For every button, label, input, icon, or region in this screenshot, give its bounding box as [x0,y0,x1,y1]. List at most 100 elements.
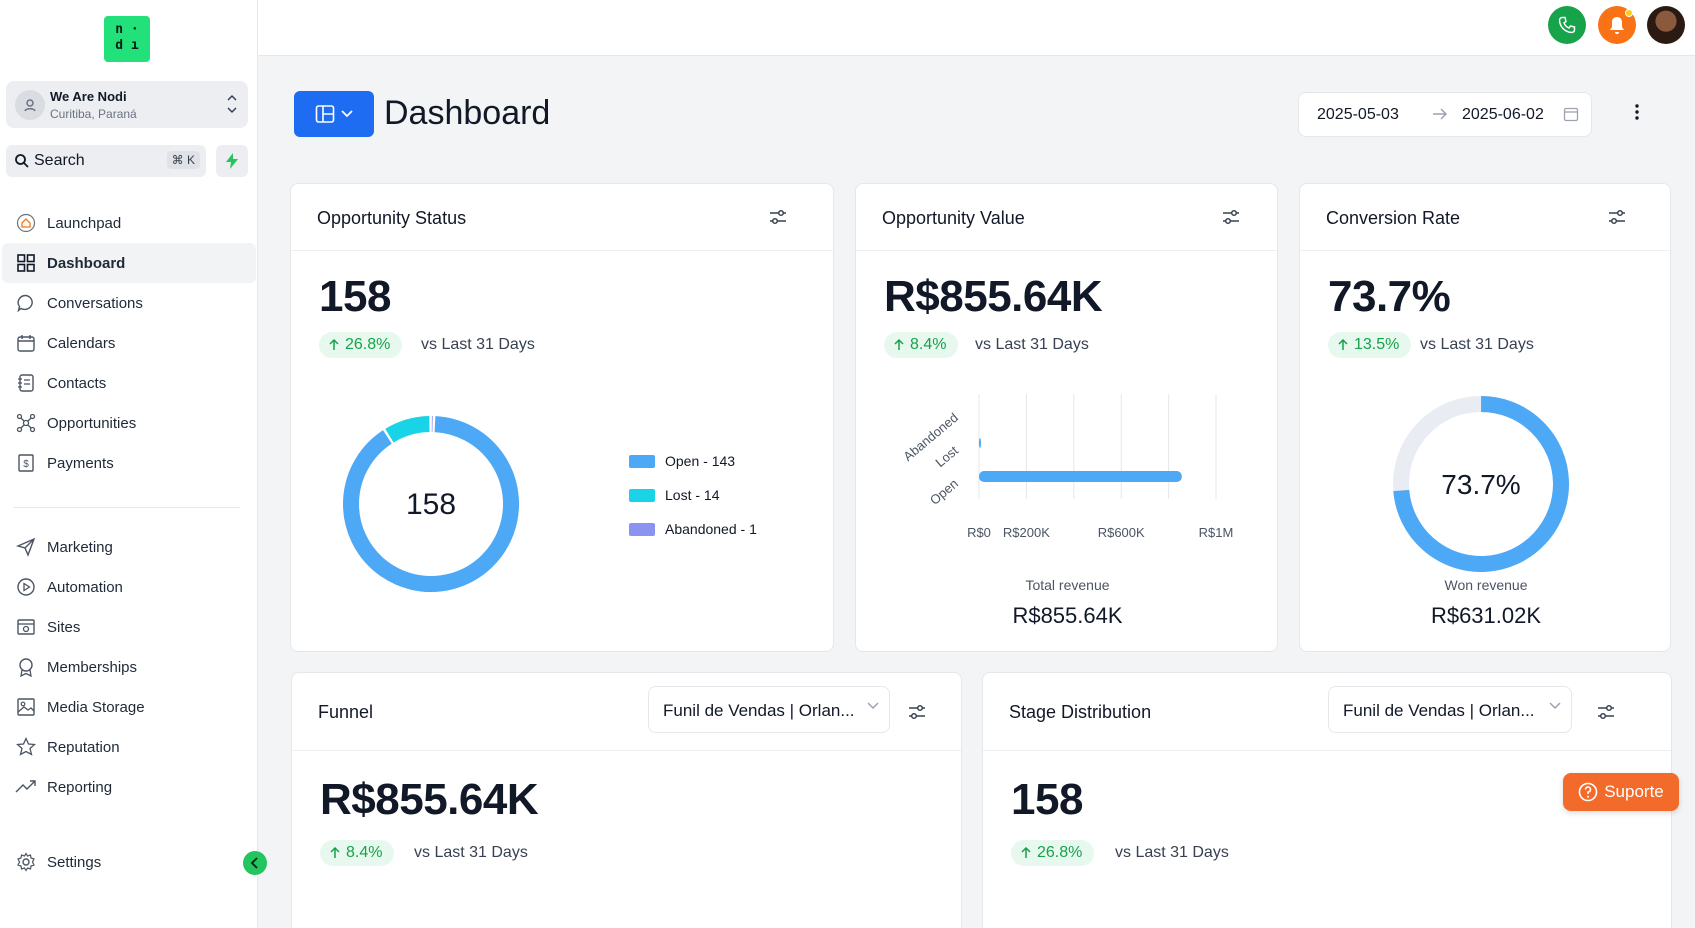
filter-settings-icon[interactable] [908,704,926,720]
filter-settings-icon[interactable] [769,209,787,225]
pipeline-dropdown[interactable]: Funil de Vendas | Orlan... [648,686,890,733]
filter-settings-icon[interactable] [1608,209,1626,225]
card-header: Funnel Funil de Vendas | Orlan... [292,673,961,751]
metric-value: 73.7% [1328,272,1451,321]
sidebar-item-label: Reputation [47,738,120,756]
sidebar-item-sites[interactable]: Sites [0,607,258,647]
arrow-up-icon [1021,847,1031,858]
user-avatar[interactable] [1647,6,1685,44]
x-tick-label: R$0 [967,525,991,539]
sidebar-item-reputation[interactable]: Reputation [0,727,258,767]
donut-slice-open[interactable] [343,416,519,592]
quick-actions-button[interactable] [216,145,248,177]
image-icon [15,696,37,718]
arrow-up-icon [330,847,340,858]
sidebar-item-reporting[interactable]: Reporting [0,767,258,807]
legend-swatch [629,488,655,502]
card-header: Conversion Rate [1300,184,1670,251]
sidebar-item-launchpad[interactable]: Launchpad [0,203,258,243]
pipeline-dropdown-value: Funil de Vendas | Orlan... [1343,701,1535,720]
sidebar-item-payments[interactable]: $ Payments [0,443,258,483]
sidebar-item-dashboard[interactable]: Dashboard [2,243,256,283]
funnel-card: Funnel Funil de Vendas | Orlan... R$855.… [291,672,962,928]
won-revenue-value: R$631.02K [1430,603,1542,628]
bell-icon [1610,17,1624,34]
trend-icon [15,776,37,798]
opportunity-status-card: Opportunity Status 158 26.8% vs Last 31 … [290,183,834,652]
sidebar-item-contacts[interactable]: Contacts [0,363,258,403]
comparison-label: vs Last 31 Days [421,336,535,353]
card-header: Opportunity Status [291,184,833,251]
more-options-icon[interactable] [1634,103,1640,121]
sidebar-item-label: Dashboard [47,254,126,272]
send-icon [15,536,37,558]
opportunity-status-donut-chart: 158 [343,416,519,592]
legend-label: Open - 143 [665,453,736,469]
opportunity-value-card: Opportunity Value R$855.64K 8.4% vs Last… [855,183,1278,652]
arrow-up-icon [894,339,904,350]
award-icon [15,656,37,678]
legend-item-lost[interactable]: Lost - 14 [629,487,719,503]
chevron-left-icon [250,857,258,869]
metric-value: 158 [319,272,391,321]
sidebar-item-label: Settings [47,853,102,871]
notification-dot [1625,9,1633,17]
pipeline-dropdown[interactable]: Funil de Vendas | Orlan... [1328,686,1572,733]
gear-icon [15,851,37,873]
bar-lost[interactable] [979,438,981,448]
chevron-down-icon [867,702,879,710]
chevron-down-icon [1549,702,1561,710]
card-title: Funnel [318,702,374,722]
won-revenue-label: Won revenue [1444,577,1528,593]
sidebar: n · d ı We Are Nodi Curitiba, Paraná Sea… [0,0,258,928]
sidebar-item-label: Calendars [47,334,116,352]
sidebar-item-marketing[interactable]: Marketing [0,527,258,567]
sidebar-item-conversations[interactable]: Conversations [0,283,258,323]
date-to[interactable]: 2025-06-02 [1462,106,1544,123]
sidebar-item-media-storage[interactable]: Media Storage [0,687,258,727]
change-badge: 26.8% [1011,840,1095,866]
automation-icon [15,576,37,598]
contacts-icon [15,372,37,394]
date-from[interactable]: 2025-05-03 [1317,106,1399,123]
category-label-lost: Lost [932,443,961,471]
account-avatar-icon [15,90,45,120]
logo-line-1: n · [115,22,139,37]
filter-settings-icon[interactable] [1597,704,1615,720]
legend-item-abandoned[interactable]: Abandoned - 1 [629,521,757,537]
sidebar-item-automation[interactable]: Automation [0,567,258,607]
sidebar-item-settings[interactable]: Settings [0,842,258,882]
donut-slice-lost[interactable] [385,416,430,443]
conversion-rate-gauge-chart: 73.7% [1393,396,1569,572]
card-title: Conversion Rate [1326,208,1461,228]
account-switcher[interactable]: We Are Nodi Curitiba, Paraná [6,81,248,128]
home-icon [15,212,37,234]
sidebar-item-label: Opportunities [47,414,137,432]
sidebar-item-label: Marketing [47,538,113,556]
legend-label: Lost - 14 [665,487,720,503]
change-badge: 26.8% [319,332,403,358]
filter-settings-icon[interactable] [1222,209,1240,225]
arrow-right-icon [1433,108,1448,120]
search-label: Search [34,152,85,169]
layout-switcher-button[interactable] [294,91,374,137]
phone-button[interactable] [1548,6,1586,44]
legend-item-open[interactable]: Open - 143 [629,453,735,469]
collapse-sidebar-button[interactable] [243,851,267,875]
search-input[interactable]: Search ⌘ K [6,145,206,177]
logo[interactable]: n · d ı [104,16,150,62]
pipeline-dropdown-value: Funil de Vendas | Orlan... [663,701,855,720]
support-button[interactable]: Suporte [1563,773,1679,811]
sidebar-item-label: Reporting [47,778,113,796]
sidebar-item-calendars[interactable]: Calendars [0,323,258,363]
date-range-picker[interactable]: 2025-05-03 2025-06-02 [1298,92,1592,137]
change-value: 8.4% [910,336,947,353]
notifications-button[interactable] [1598,6,1636,44]
donut-center-label: 158 [406,488,456,521]
sidebar-item-memberships[interactable]: Memberships [0,647,258,687]
sidebar-item-opportunities[interactable]: Opportunities [0,403,258,443]
bar-open[interactable] [979,471,1182,482]
sidebar-item-label: Automation [47,578,123,596]
search-shortcut: ⌘ K [166,151,200,169]
metric-value: R$855.64K [884,272,1103,321]
